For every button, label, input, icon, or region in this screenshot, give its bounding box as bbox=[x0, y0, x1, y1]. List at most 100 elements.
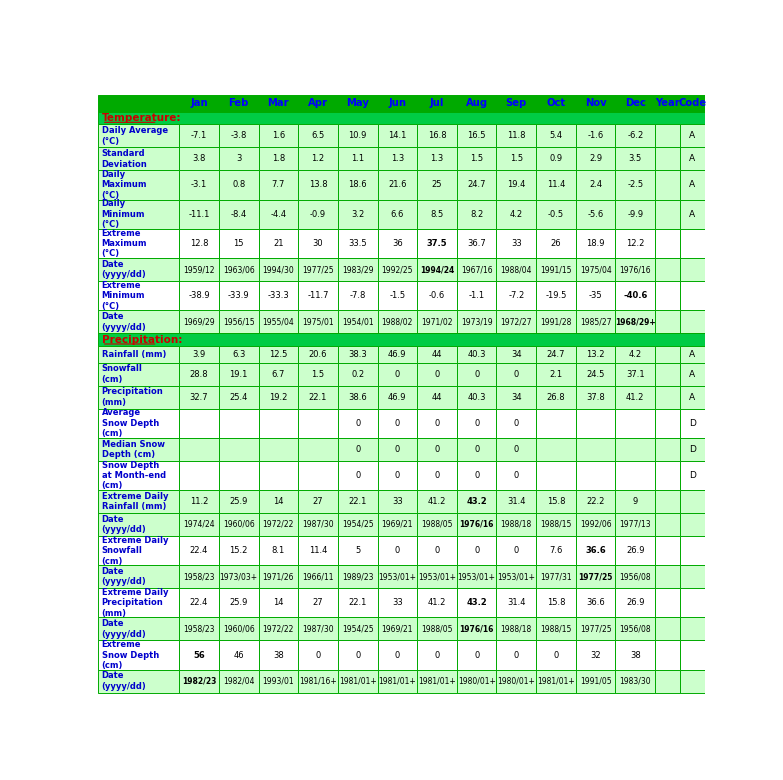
Text: 32: 32 bbox=[590, 651, 601, 660]
Text: -4.4: -4.4 bbox=[270, 210, 287, 218]
Bar bbox=[680, 125, 705, 147]
Text: Sep: Sep bbox=[506, 98, 527, 108]
Text: -8.4: -8.4 bbox=[231, 210, 247, 218]
Text: 25: 25 bbox=[431, 180, 442, 190]
Text: 46.9: 46.9 bbox=[388, 350, 406, 359]
Bar bbox=[377, 409, 417, 438]
Bar bbox=[576, 566, 615, 588]
Text: 31.4: 31.4 bbox=[507, 598, 525, 608]
Bar bbox=[219, 385, 258, 409]
Text: 1967/16: 1967/16 bbox=[461, 265, 493, 275]
Text: 1988/05: 1988/05 bbox=[421, 625, 453, 633]
Bar bbox=[98, 229, 179, 258]
Bar bbox=[680, 513, 705, 536]
Bar bbox=[219, 438, 258, 461]
Text: 32.7: 32.7 bbox=[189, 392, 208, 402]
Text: 1981/01+: 1981/01+ bbox=[537, 677, 575, 686]
Text: 0: 0 bbox=[395, 546, 400, 555]
Text: Extreme Daily
Rainfall (mm): Extreme Daily Rainfall (mm) bbox=[102, 492, 168, 511]
Bar bbox=[98, 310, 179, 333]
Bar bbox=[655, 95, 680, 112]
Bar bbox=[377, 461, 417, 490]
Text: 1976/16: 1976/16 bbox=[619, 265, 651, 275]
Text: 0: 0 bbox=[355, 445, 360, 454]
Bar bbox=[219, 310, 258, 333]
Bar bbox=[98, 490, 179, 513]
Text: 8.5: 8.5 bbox=[431, 210, 444, 218]
Bar bbox=[576, 125, 615, 147]
Bar bbox=[179, 229, 219, 258]
Text: 1981/01+: 1981/01+ bbox=[339, 677, 377, 686]
Text: 18.9: 18.9 bbox=[586, 239, 605, 248]
Text: 6.7: 6.7 bbox=[272, 370, 285, 378]
Text: 22.1: 22.1 bbox=[348, 598, 367, 608]
Bar bbox=[615, 409, 655, 438]
Text: 19.4: 19.4 bbox=[507, 180, 525, 190]
Text: Date
(yyyy/dd): Date (yyyy/dd) bbox=[102, 515, 146, 534]
Bar bbox=[615, 513, 655, 536]
Text: 0.8: 0.8 bbox=[232, 180, 245, 190]
Bar bbox=[655, 363, 680, 385]
Text: 26.8: 26.8 bbox=[547, 392, 565, 402]
Bar bbox=[655, 640, 680, 670]
Bar bbox=[98, 125, 179, 147]
Bar bbox=[377, 385, 417, 409]
Bar bbox=[680, 588, 705, 618]
Text: 11.4: 11.4 bbox=[547, 180, 565, 190]
Text: 1972/27: 1972/27 bbox=[500, 317, 532, 326]
Bar bbox=[417, 200, 456, 229]
Text: 4.2: 4.2 bbox=[629, 350, 642, 359]
Bar bbox=[338, 536, 377, 566]
Text: 22.1: 22.1 bbox=[309, 392, 327, 402]
Bar bbox=[179, 200, 219, 229]
Bar bbox=[377, 536, 417, 566]
Bar bbox=[377, 618, 417, 640]
Bar bbox=[179, 670, 219, 693]
Bar bbox=[377, 310, 417, 333]
Text: 1994/30: 1994/30 bbox=[262, 265, 294, 275]
Bar bbox=[258, 588, 298, 618]
Text: 1989/23: 1989/23 bbox=[342, 573, 373, 581]
Text: 1973/19: 1973/19 bbox=[461, 317, 493, 326]
Bar bbox=[258, 536, 298, 566]
Text: 1980/01+: 1980/01+ bbox=[458, 677, 496, 686]
Bar bbox=[576, 409, 615, 438]
Bar bbox=[496, 438, 536, 461]
Bar bbox=[298, 438, 338, 461]
Bar bbox=[576, 385, 615, 409]
Text: Dec: Dec bbox=[625, 98, 646, 108]
Text: 1981/01+: 1981/01+ bbox=[418, 677, 456, 686]
Bar bbox=[377, 258, 417, 281]
Bar bbox=[179, 346, 219, 363]
Bar bbox=[615, 461, 655, 490]
Bar bbox=[219, 363, 258, 385]
Text: 1992/25: 1992/25 bbox=[381, 265, 413, 275]
Text: 0: 0 bbox=[395, 419, 400, 427]
Text: 1953/01+: 1953/01+ bbox=[497, 573, 536, 581]
Bar bbox=[179, 438, 219, 461]
Bar bbox=[258, 461, 298, 490]
Text: 19.2: 19.2 bbox=[269, 392, 287, 402]
Bar bbox=[298, 95, 338, 112]
Bar bbox=[615, 258, 655, 281]
Text: 7.6: 7.6 bbox=[550, 546, 563, 555]
Text: 1954/01: 1954/01 bbox=[342, 317, 373, 326]
Bar bbox=[219, 258, 258, 281]
Bar bbox=[98, 438, 179, 461]
Bar bbox=[576, 229, 615, 258]
Text: 1972/22: 1972/22 bbox=[263, 520, 294, 529]
Bar bbox=[536, 363, 576, 385]
Text: 16.5: 16.5 bbox=[467, 131, 486, 140]
Bar bbox=[655, 170, 680, 200]
Bar bbox=[219, 618, 258, 640]
Bar bbox=[680, 346, 705, 363]
Text: 0: 0 bbox=[514, 546, 519, 555]
Bar bbox=[258, 409, 298, 438]
Text: 11.2: 11.2 bbox=[190, 497, 208, 506]
Text: -11.1: -11.1 bbox=[189, 210, 210, 218]
Text: Apr: Apr bbox=[308, 98, 328, 108]
Bar bbox=[417, 95, 456, 112]
Bar bbox=[576, 618, 615, 640]
Bar bbox=[655, 438, 680, 461]
Bar bbox=[655, 346, 680, 363]
